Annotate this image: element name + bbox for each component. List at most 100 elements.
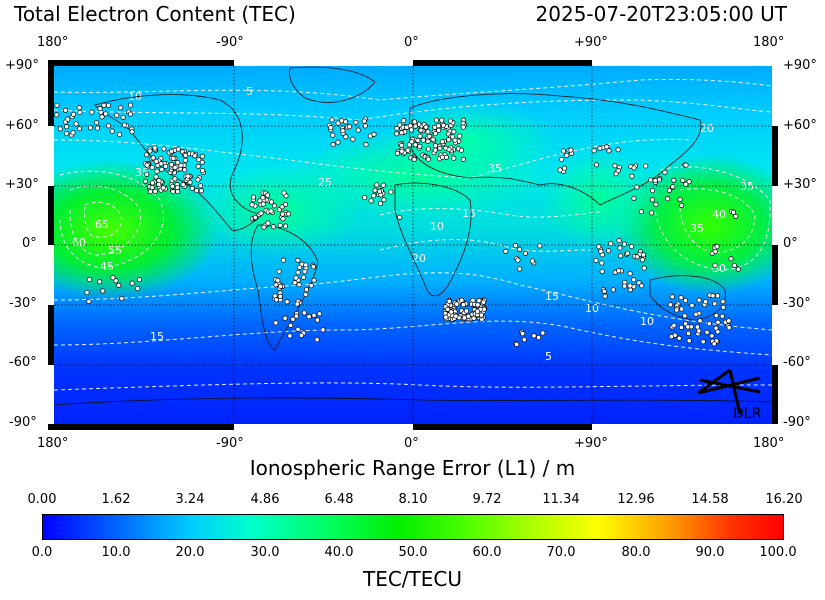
station-marker [529,258,535,264]
station-marker [250,194,257,200]
station-marker [143,152,150,158]
station-marker [648,177,654,183]
station-marker [119,295,125,302]
station-marker [616,238,622,244]
station-marker [159,166,165,173]
station-marker [520,331,526,337]
station-marker [77,109,83,116]
station-marker [149,185,155,191]
station-marker [280,211,286,217]
station-marker [388,189,394,195]
station-marker [604,144,610,150]
station-marker [303,262,309,268]
lat-tick-left-60n: +60° [5,118,39,133]
station-marker [685,330,692,336]
station-marker [443,314,449,320]
station-marker [295,269,301,276]
station-marker [433,117,439,123]
lat-tick-right-60n: +60° [783,118,817,133]
range-tick: 4.86 [250,492,280,507]
station-marker [638,209,644,215]
station-marker [94,120,100,126]
station-marker [670,184,676,190]
station-marker [290,316,296,322]
contour-label: 45 [100,260,114,273]
contour-label: 35 [690,222,704,235]
station-marker [374,182,380,188]
station-marker [634,254,640,260]
station-marker [193,188,200,194]
station-marker [715,329,721,335]
station-marker [154,168,160,174]
station-marker [408,127,414,133]
station-marker [100,288,106,294]
station-marker [311,312,317,318]
station-marker [270,224,277,230]
station-marker [287,333,293,339]
station-marker [362,195,368,201]
station-marker [135,285,141,292]
station-marker [261,224,267,230]
station-marker [683,181,689,187]
station-marker [617,245,623,251]
station-marker [521,337,527,343]
station-marker [458,147,465,153]
range-axis-label: Ionospheric Range Error (L1) / m [249,456,576,480]
station-marker [709,333,715,339]
station-marker [696,297,702,303]
station-marker [451,129,457,135]
station-marker [730,209,736,215]
station-marker [170,155,176,161]
station-marker [268,208,274,214]
lat-tick-left-60s: -60° [9,355,37,370]
station-marker [564,152,570,158]
station-marker [183,152,189,158]
station-marker [678,324,684,330]
tec-tick: 20.0 [175,545,205,560]
station-marker [152,188,158,194]
station-marker [712,248,718,255]
station-marker [268,199,275,205]
station-marker [160,185,166,191]
station-marker [285,211,292,217]
station-marker [540,330,546,336]
station-marker [715,293,721,299]
station-marker [65,116,71,122]
station-marker [440,122,446,128]
station-marker [297,264,303,270]
contour-label: 15 [545,290,559,303]
station-marker [425,146,431,152]
station-marker [73,121,79,127]
range-tick: 0.00 [27,492,57,507]
station-marker [593,162,599,168]
station-marker [346,124,353,130]
station-marker [460,156,466,162]
tec-tick: 90.0 [695,545,725,560]
station-marker [409,139,415,145]
lon-tick-bottom-0: 0° [404,436,419,451]
station-marker [411,156,417,163]
station-marker [178,162,184,168]
station-marker [683,162,689,168]
contour-label: 10 [430,220,444,233]
station-marker [703,299,709,305]
station-marker [568,147,574,153]
lon-tick-top-90e: +90° [574,35,608,50]
station-marker [439,117,445,123]
station-marker [423,124,429,130]
station-marker [147,148,153,154]
station-marker [192,153,198,159]
station-marker [450,134,456,140]
station-marker [399,148,405,154]
station-marker [301,310,307,316]
station-marker [676,335,682,341]
station-marker [120,114,126,120]
station-marker [616,268,622,274]
lat-tick-left-0: 0° [22,236,37,251]
station-marker [149,164,155,171]
station-marker [713,312,719,319]
station-marker [185,173,191,179]
station-marker [87,276,93,283]
station-marker [121,122,128,128]
tec-colorbar [42,514,784,540]
